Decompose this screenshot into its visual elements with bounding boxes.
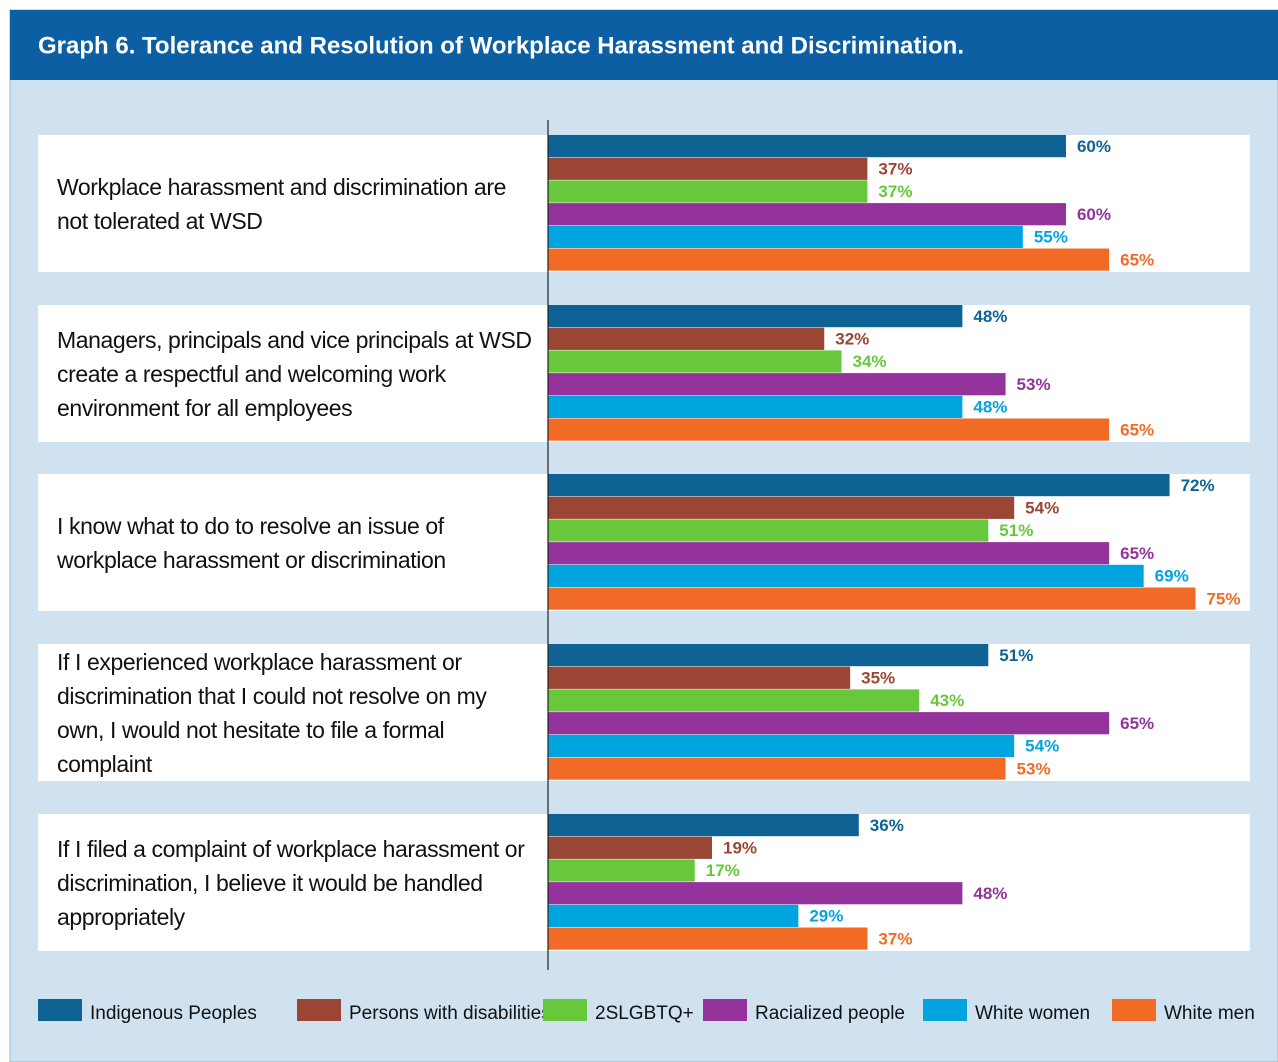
bar <box>548 666 851 689</box>
legend-swatch <box>703 999 747 1021</box>
value-label: 19% <box>723 839 757 858</box>
bar <box>548 734 1015 757</box>
legend-swatch <box>1112 999 1156 1021</box>
bar <box>548 814 859 837</box>
value-label: 65% <box>1120 544 1154 563</box>
bar <box>548 327 825 350</box>
value-label: 55% <box>1034 228 1068 247</box>
category-label: If I experienced workplace harassment or… <box>57 648 487 777</box>
legend-swatch <box>923 999 967 1021</box>
legend-label: Persons with disabilities <box>349 1003 551 1024</box>
bar <box>548 712 1110 735</box>
bar <box>548 564 1144 587</box>
bar <box>548 474 1170 497</box>
bar <box>548 496 1015 519</box>
category-label: Managers, principals and vice principals… <box>57 326 532 421</box>
value-label: 36% <box>870 816 904 835</box>
value-label: 48% <box>973 884 1007 903</box>
value-label: 17% <box>706 861 740 880</box>
legend-label: White men <box>1164 1003 1255 1024</box>
bar <box>548 225 1023 248</box>
legend-swatch <box>38 999 82 1021</box>
category-label: Workplace harassment and discrimination … <box>57 173 506 234</box>
value-label: 32% <box>835 330 869 349</box>
value-label: 53% <box>1017 375 1051 394</box>
value-label: 65% <box>1120 714 1154 733</box>
category-label: If I filed a complaint of workplace hara… <box>57 835 525 930</box>
bar <box>548 644 989 667</box>
value-label: 34% <box>853 352 887 371</box>
bar <box>548 418 1110 441</box>
bar <box>548 395 963 418</box>
bar <box>548 587 1196 610</box>
legend-label: 2SLGBTQ+ <box>595 1003 694 1024</box>
legend-swatch <box>297 999 341 1021</box>
value-label: 37% <box>878 160 912 179</box>
bar <box>548 904 799 927</box>
value-label: 65% <box>1120 250 1154 269</box>
bar <box>548 882 963 905</box>
legend-label: White women <box>975 1003 1090 1024</box>
bar <box>548 180 868 203</box>
value-label: 29% <box>809 907 843 926</box>
bar <box>548 135 1066 158</box>
value-label: 48% <box>973 307 1007 326</box>
bar <box>548 859 695 882</box>
value-label: 69% <box>1155 567 1189 586</box>
bar <box>548 689 920 712</box>
value-label: 54% <box>1025 737 1059 756</box>
bar <box>548 542 1110 565</box>
value-label: 53% <box>1017 759 1051 778</box>
bar <box>548 927 868 950</box>
bar <box>548 519 989 542</box>
value-label: 65% <box>1120 420 1154 439</box>
value-label: 51% <box>999 521 1033 540</box>
value-label: 51% <box>999 646 1033 665</box>
value-label: 48% <box>973 398 1007 417</box>
chart-title: Graph 6. Tolerance and Resolution of Wor… <box>38 32 964 59</box>
value-label: 60% <box>1077 205 1111 224</box>
bar <box>548 836 713 859</box>
legend-label: Racialized people <box>755 1003 905 1024</box>
value-label: 60% <box>1077 137 1111 156</box>
value-label: 43% <box>930 691 964 710</box>
bar <box>548 248 1110 271</box>
value-label: 35% <box>861 669 895 688</box>
value-label: 75% <box>1206 589 1240 608</box>
value-label: 54% <box>1025 499 1059 518</box>
bar <box>548 157 868 180</box>
legend-swatch <box>543 999 587 1021</box>
bar <box>548 203 1066 226</box>
bar <box>548 373 1006 396</box>
legend-label: Indigenous Peoples <box>90 1003 257 1024</box>
header-band <box>10 10 1278 80</box>
value-label: 37% <box>878 929 912 948</box>
value-label: 37% <box>878 182 912 201</box>
bar <box>548 350 842 373</box>
value-label: 72% <box>1181 476 1215 495</box>
category-label: I know what to do to resolve an issue of… <box>57 512 446 573</box>
bar <box>548 757 1006 780</box>
bar <box>548 305 963 328</box>
